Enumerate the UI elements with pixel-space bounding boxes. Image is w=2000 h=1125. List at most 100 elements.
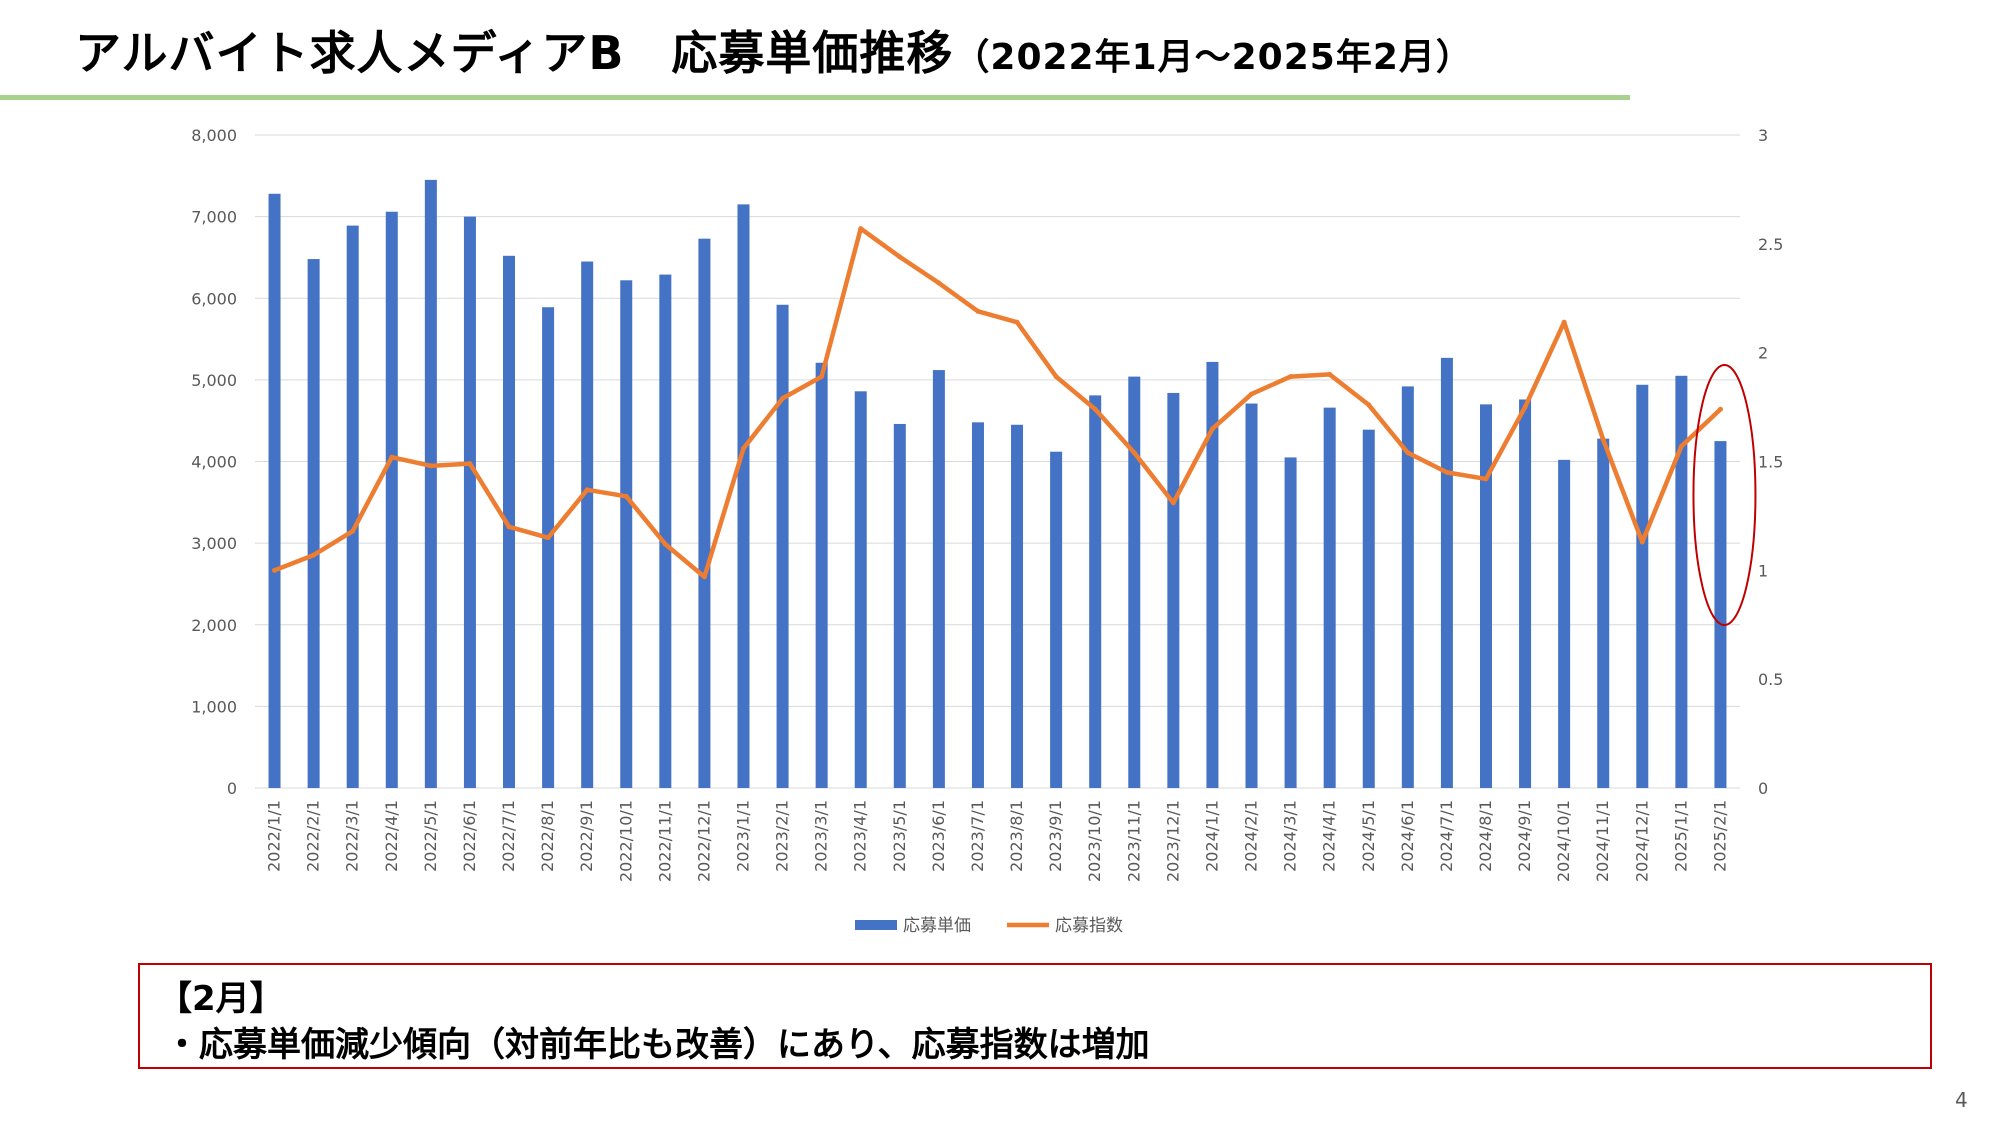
x-axis-tick-label: 2023/1/1 [733,800,752,872]
title-underline [0,95,1630,100]
line-point [1014,319,1020,325]
line-point [1327,371,1333,377]
page-number: 4 [1955,1088,1968,1112]
line-point [1092,406,1098,412]
bar [1479,404,1492,788]
left-axis-tick-label: 3,000 [191,534,237,553]
x-axis-tick-label: 2022/1/1 [265,800,284,872]
x-axis-tick-label: 2022/9/1 [577,800,596,872]
left-axis-tick-label: 4,000 [191,453,237,472]
cost-per-application-chart: 0 1,000 2,000 3,000 4,000 5,000 6,000 7,000 8,00… [191,126,1783,936]
line-point [1639,539,1645,545]
bar [581,261,594,788]
line-point [701,574,707,580]
left-axis-tick-label: 8,000 [191,126,237,145]
line-point [623,493,629,499]
x-axis-tick-label: 2024/3/1 [1281,800,1300,872]
x-axis-tick-label: 2024/11/1 [1593,800,1612,882]
bar [1675,375,1688,788]
bar [385,211,398,789]
bar [1440,357,1453,788]
title-sub: （2022年1月～2025年2月） [953,37,1473,78]
bar [854,391,867,788]
right-axis-tick-label: 0.5 [1758,670,1783,689]
line-point [1209,426,1215,432]
line-point [1366,402,1372,408]
x-axis-tick-label: 2022/4/1 [382,800,401,872]
bar [424,179,437,789]
x-axis-tick-label: 2024/4/1 [1320,800,1339,872]
x-axis-tick-label: 2023/8/1 [1007,800,1026,872]
bar [1167,392,1180,788]
line-point [1170,500,1176,506]
bar [932,370,945,788]
highlight-ellipse [1692,364,1757,626]
right-axis-tick-label: 1 [1758,561,1768,580]
bar [971,422,984,788]
line-point [350,528,356,534]
x-axis-tick-label: 2024/10/1 [1554,800,1573,882]
x-axis-tick-label: 2022/7/1 [499,800,518,872]
right-axis-tick-label: 0 [1758,779,1768,798]
x-axis-tick-label: 2024/7/1 [1437,800,1456,872]
bar [1558,459,1571,788]
x-axis-tick-label: 2024/1/1 [1202,800,1221,872]
bar [1206,361,1219,788]
line-point [780,395,786,401]
line-point [1522,404,1528,410]
line-point [506,524,512,530]
line-point [1444,469,1450,475]
line-point [1561,319,1567,325]
right-axis-tick-label: 2 [1758,344,1768,363]
bar [268,193,281,788]
x-axis-tick-label: 2022/12/1 [694,800,713,882]
line-point [1600,437,1606,443]
bar [698,238,711,788]
x-axis-tick-label: 2024/2/1 [1242,800,1261,872]
bar [1636,384,1649,788]
x-axis-tick-label: 2023/11/1 [1124,800,1143,882]
bar [1401,386,1414,788]
bar [346,225,359,788]
line-point [662,541,668,547]
bar [659,274,672,788]
line-point [897,254,903,260]
bar [893,423,906,788]
bar [1128,376,1141,788]
bar [542,307,555,788]
line-point [467,461,473,467]
line-point [819,374,825,380]
line-point [1717,406,1723,412]
x-axis-tick-label: 2022/11/1 [655,800,674,882]
line-point [1483,476,1489,482]
highlight-ellipse-shape [1692,364,1757,626]
line-point [1249,391,1255,397]
note-box: 【2月】 ・応募単価減少傾向（対前年比も改善）にあり、応募指数は増加 [138,963,1932,1069]
x-axis-tick-label: 2023/9/1 [1046,800,1065,872]
bar [776,304,789,788]
line-point [584,487,590,493]
title-main: アルバイト求人メディアB 応募単価推移 [75,26,954,80]
x-axis-tick-label: 2022/2/1 [304,800,323,872]
left-axis-tick-label: 1,000 [191,697,237,716]
x-axis-tick-label: 2025/1/1 [1671,800,1690,872]
x-axis-tick-label: 2022/6/1 [460,800,479,872]
x-axis-tick-label: 2023/12/1 [1163,800,1182,882]
right-axis-tick-label: 1.5 [1758,453,1783,472]
bar [1597,438,1610,788]
bar [815,362,828,788]
line-point [1678,443,1684,449]
x-axis: 2022/1/1 2022/2/1 2022/3/1 2022/4/1 2022/5/1… [265,800,1730,882]
x-axis-tick-label: 2024/12/1 [1632,800,1651,882]
x-axis-tick-label: 2024/5/1 [1359,800,1378,872]
left-axis-tick-label: 7,000 [191,208,237,227]
line-point [858,226,864,232]
line-point [1131,450,1137,456]
line-point [272,567,278,573]
bar [307,259,320,788]
x-axis-tick-label: 2022/8/1 [538,800,557,872]
legend: 応募単価 応募指数 [855,916,1123,936]
bar [1011,424,1024,788]
x-axis-tick-label: 2025/2/1 [1710,800,1729,872]
bar [1323,407,1336,788]
